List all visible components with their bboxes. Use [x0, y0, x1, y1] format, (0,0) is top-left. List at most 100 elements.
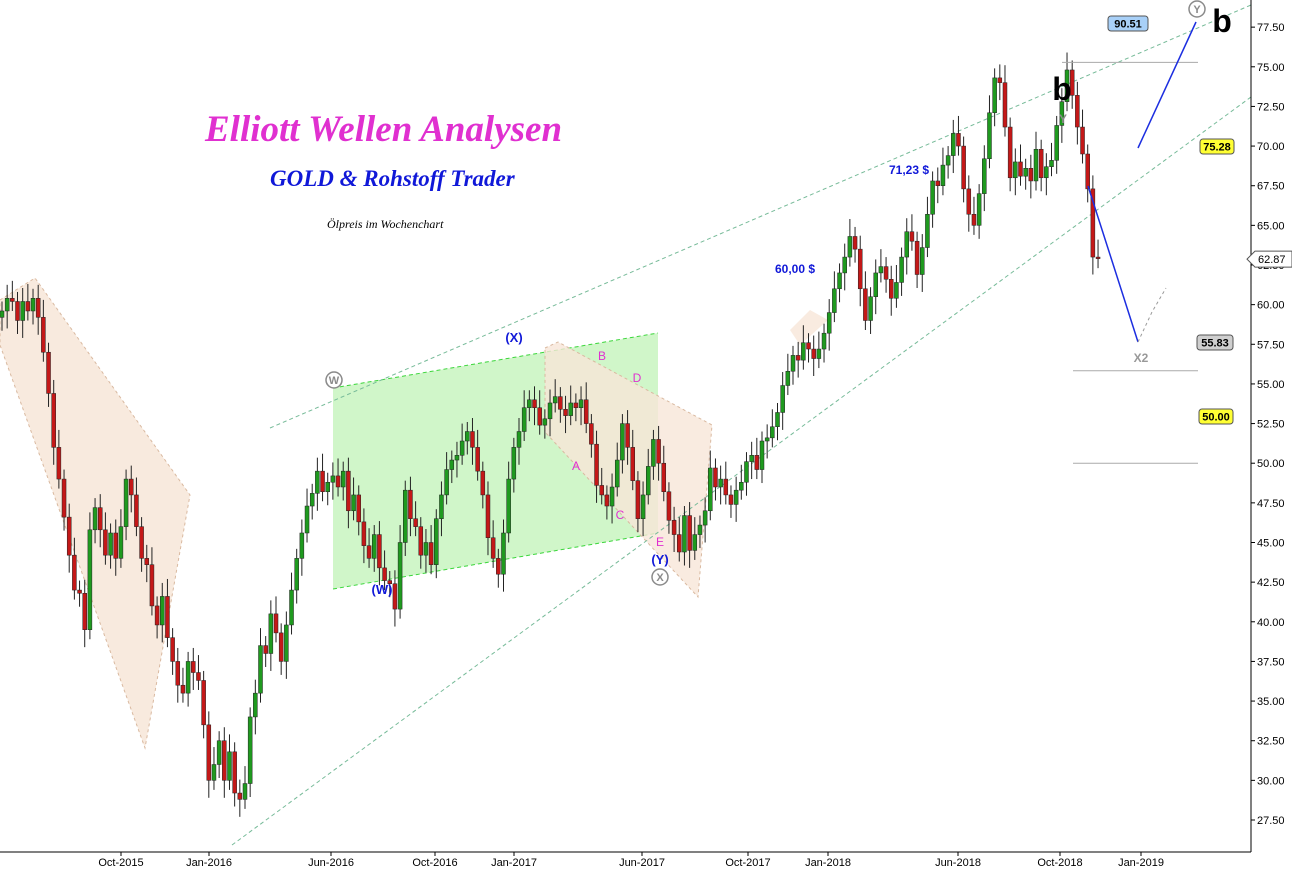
candle-body	[0, 310, 5, 318]
candle-body	[806, 342, 811, 350]
y-tick-label: 47.50	[1257, 498, 1285, 510]
candle-body	[330, 475, 336, 483]
candle-body	[284, 624, 289, 662]
candle-body	[620, 423, 625, 461]
y-tick-label: 55.00	[1257, 379, 1285, 391]
candle-body	[377, 534, 382, 569]
candle-body	[154, 605, 160, 626]
candle-body	[651, 439, 656, 467]
candle-body	[940, 164, 946, 186]
candle-body	[61, 478, 67, 518]
candle-body	[118, 526, 124, 559]
candle-body	[635, 480, 641, 519]
level-box-label: 90.51	[1114, 19, 1142, 31]
candle-body	[785, 370, 791, 386]
candle-body	[744, 461, 749, 483]
candle-body	[480, 470, 486, 496]
x-tick-label: Oct-2016	[412, 857, 457, 869]
candle-body	[496, 558, 501, 575]
candle-body	[278, 632, 284, 662]
x-tick-label: Jun-2017	[619, 857, 665, 869]
chart-caption: Ölpreis im Wochenchart	[327, 217, 444, 231]
candle-body	[387, 580, 392, 584]
candle-body	[697, 524, 703, 535]
y-tick-label: 40.00	[1257, 617, 1285, 629]
y-tick-label: 45.00	[1257, 538, 1285, 550]
y-tick-label: 42.50	[1257, 577, 1285, 589]
candle-body	[113, 532, 118, 559]
candle-body	[160, 596, 165, 626]
candle-body	[423, 542, 429, 556]
candle-body	[625, 423, 630, 448]
candle-body	[826, 312, 832, 334]
candle-body	[454, 455, 460, 461]
candle-body	[537, 407, 542, 426]
x-tick-label: Oct-2017	[725, 857, 770, 869]
candle-body	[56, 447, 62, 480]
candle-body	[356, 494, 361, 523]
candle-body	[1018, 161, 1023, 177]
candle-body	[408, 489, 413, 519]
y-tick-label: 67.50	[1257, 181, 1285, 193]
candle-body	[951, 133, 956, 156]
current-price-tag	[1246, 250, 1292, 268]
candle-body	[759, 440, 765, 470]
candle-body	[770, 426, 775, 439]
candle-body	[832, 288, 837, 313]
candle-body	[87, 529, 93, 630]
candle-body	[506, 478, 511, 534]
candle-body	[108, 532, 113, 556]
candle-body	[66, 516, 72, 556]
candle-body	[46, 351, 51, 394]
candle-body	[247, 716, 253, 784]
candle-body	[837, 272, 842, 290]
candle-body	[795, 355, 801, 361]
wave-b-label: b	[1052, 71, 1072, 107]
candle-body	[775, 412, 780, 427]
current-price-label: 62.87	[1258, 254, 1286, 266]
candle-body	[1090, 188, 1096, 258]
candle-body	[1064, 69, 1070, 102]
candle-body	[253, 692, 258, 718]
wave-x-label: (X)	[505, 330, 522, 345]
candle-body	[987, 112, 992, 160]
wave-y-top-label: Y	[1059, 112, 1067, 126]
candle-body	[821, 332, 827, 350]
candle-body	[366, 545, 372, 559]
candle-body	[573, 402, 579, 408]
candle-body	[289, 589, 294, 626]
level-box	[1198, 408, 1234, 425]
candle-body	[1044, 166, 1049, 179]
candle-body	[873, 272, 878, 297]
candle-body	[671, 520, 677, 535]
channel-upper-line	[269, 4, 1252, 429]
candle-body	[976, 193, 982, 226]
candles-group	[0, 52, 1101, 817]
candle-body	[180, 684, 186, 694]
candle-body	[578, 399, 584, 408]
y-tick-label: 72.50	[1257, 101, 1285, 113]
candle-body	[1007, 126, 1013, 179]
candle-body	[971, 214, 977, 226]
candle-body	[956, 133, 961, 147]
candle-body	[185, 661, 191, 694]
candle-body	[863, 288, 868, 321]
candle-body	[1002, 82, 1008, 128]
level-box-label: 55.83	[1201, 338, 1229, 350]
candle-body	[134, 494, 139, 527]
wave-label-e: E	[656, 535, 664, 549]
candle-body	[340, 470, 346, 488]
candle-body	[382, 567, 387, 581]
candle-body	[263, 645, 268, 654]
level-box-label: 50.00	[1202, 412, 1230, 424]
candle-body	[563, 409, 568, 416]
candle-body	[982, 158, 987, 194]
candle-body	[144, 558, 150, 565]
candle-body	[418, 526, 424, 556]
candle-body	[315, 470, 320, 494]
candle-body	[123, 478, 129, 527]
candle-body	[97, 507, 103, 531]
small-flag-zone	[790, 310, 828, 345]
candle-body	[309, 493, 315, 507]
